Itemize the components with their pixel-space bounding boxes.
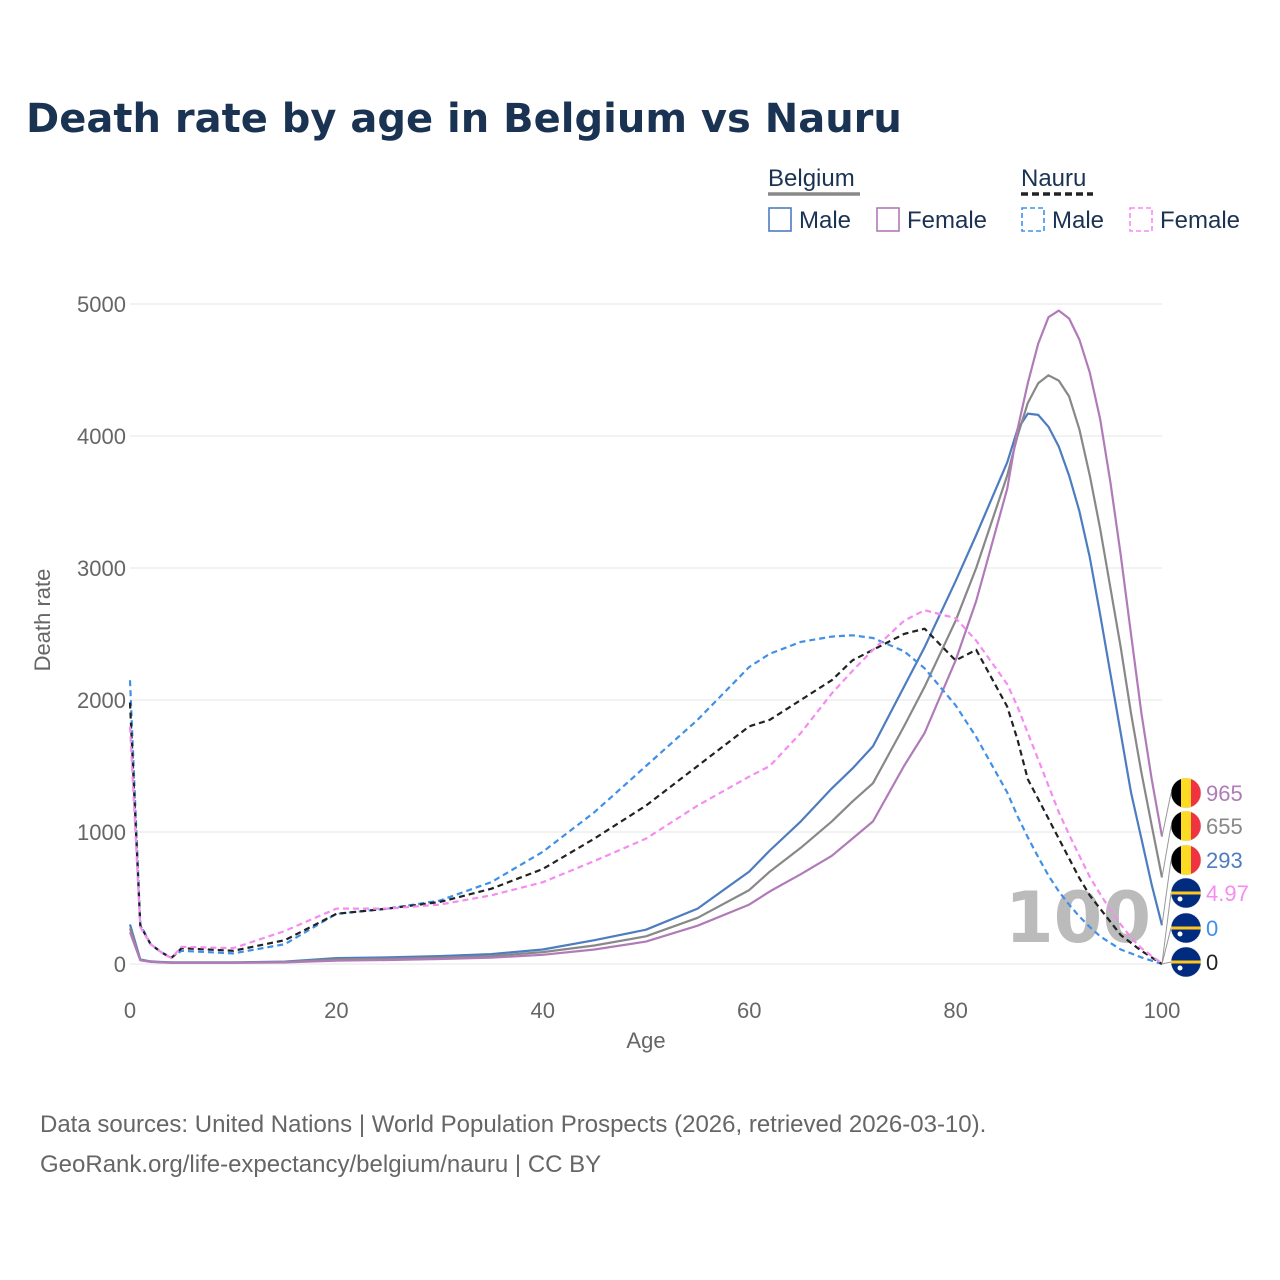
legend-item-nauru-male[interactable]: Male (1052, 207, 1104, 234)
end-value-label: 655 (1206, 814, 1243, 839)
legend-swatch[interactable] (876, 207, 900, 232)
legend: Belgium Male Female Nauru Male Female (768, 165, 1240, 234)
legend-item-belgium-female[interactable]: Female (907, 207, 987, 234)
y-tick-label: 4000 (77, 424, 126, 449)
y-tick-label: 5000 (77, 292, 126, 317)
end-value-label: 965 (1206, 781, 1243, 806)
y-axis-ticks: 0 1000 2000 3000 4000 5000 (77, 292, 126, 977)
gridlines (130, 303, 1162, 965)
end-label-connector (1161, 825, 1172, 878)
end-label-connector (1161, 892, 1172, 964)
nauru-flag-icon (1171, 878, 1201, 908)
belgium-flag-icon (1171, 845, 1201, 875)
year-watermark: 100 (1005, 877, 1151, 959)
belgium-flag-icon (1171, 778, 1201, 808)
y-axis-label: Death rate (30, 569, 55, 672)
y-tick-label: 1000 (77, 820, 126, 845)
source-line: Data sources: United Nations | World Pop… (40, 1111, 986, 1138)
series-line-nauru-both (128, 627, 1163, 965)
end-value-label: 4.97 (1206, 881, 1249, 906)
x-tick-label: 80 (943, 998, 967, 1023)
end-labels: 0 0 4.97 293 655 965 (1161, 777, 1249, 978)
end-label-connector (1161, 792, 1172, 837)
x-tick-label: 60 (737, 998, 761, 1023)
legend-swatch[interactable] (1021, 207, 1045, 232)
x-tick-label: 40 (531, 998, 555, 1023)
x-axis-label: Age (626, 1028, 665, 1053)
nauru-flag-icon (1171, 913, 1201, 943)
y-tick-label: 2000 (77, 688, 126, 713)
nauru-flag-icon (1171, 947, 1201, 977)
chart-title: Death rate by age in Belgium vs Nauru (26, 96, 902, 142)
end-label-connector (1161, 927, 1172, 965)
legend-group-belgium[interactable]: Belgium (768, 165, 855, 192)
series-lines (128, 309, 1164, 966)
end-value-label: 0 (1206, 916, 1218, 941)
legend-group-nauru[interactable]: Nauru (1021, 165, 1086, 192)
belgium-flag-icon (1171, 811, 1201, 841)
x-tick-label: 0 (124, 998, 136, 1023)
x-axis-ticks: 0 20 40 60 80 100 (124, 998, 1180, 1023)
legend-swatch[interactable] (1129, 207, 1153, 232)
end-label-connector (1161, 859, 1172, 926)
end-value-label: 293 (1206, 848, 1243, 873)
legend-swatch[interactable] (768, 207, 792, 232)
end-label-connector (1161, 961, 1172, 965)
end-value-label: 0 (1206, 950, 1218, 975)
legend-item-belgium-male[interactable]: Male (799, 207, 851, 234)
legend-item-nauru-female[interactable]: Female (1160, 207, 1240, 234)
source-url-line: GeoRank.org/life-expectancy/belgium/naur… (40, 1151, 601, 1178)
y-tick-label: 0 (114, 952, 126, 977)
x-tick-label: 100 (1144, 998, 1181, 1023)
y-tick-label: 3000 (77, 556, 126, 581)
series-line-belgium-female (128, 309, 1164, 964)
series-line-nauru-male (128, 634, 1163, 966)
x-tick-label: 20 (324, 998, 348, 1023)
